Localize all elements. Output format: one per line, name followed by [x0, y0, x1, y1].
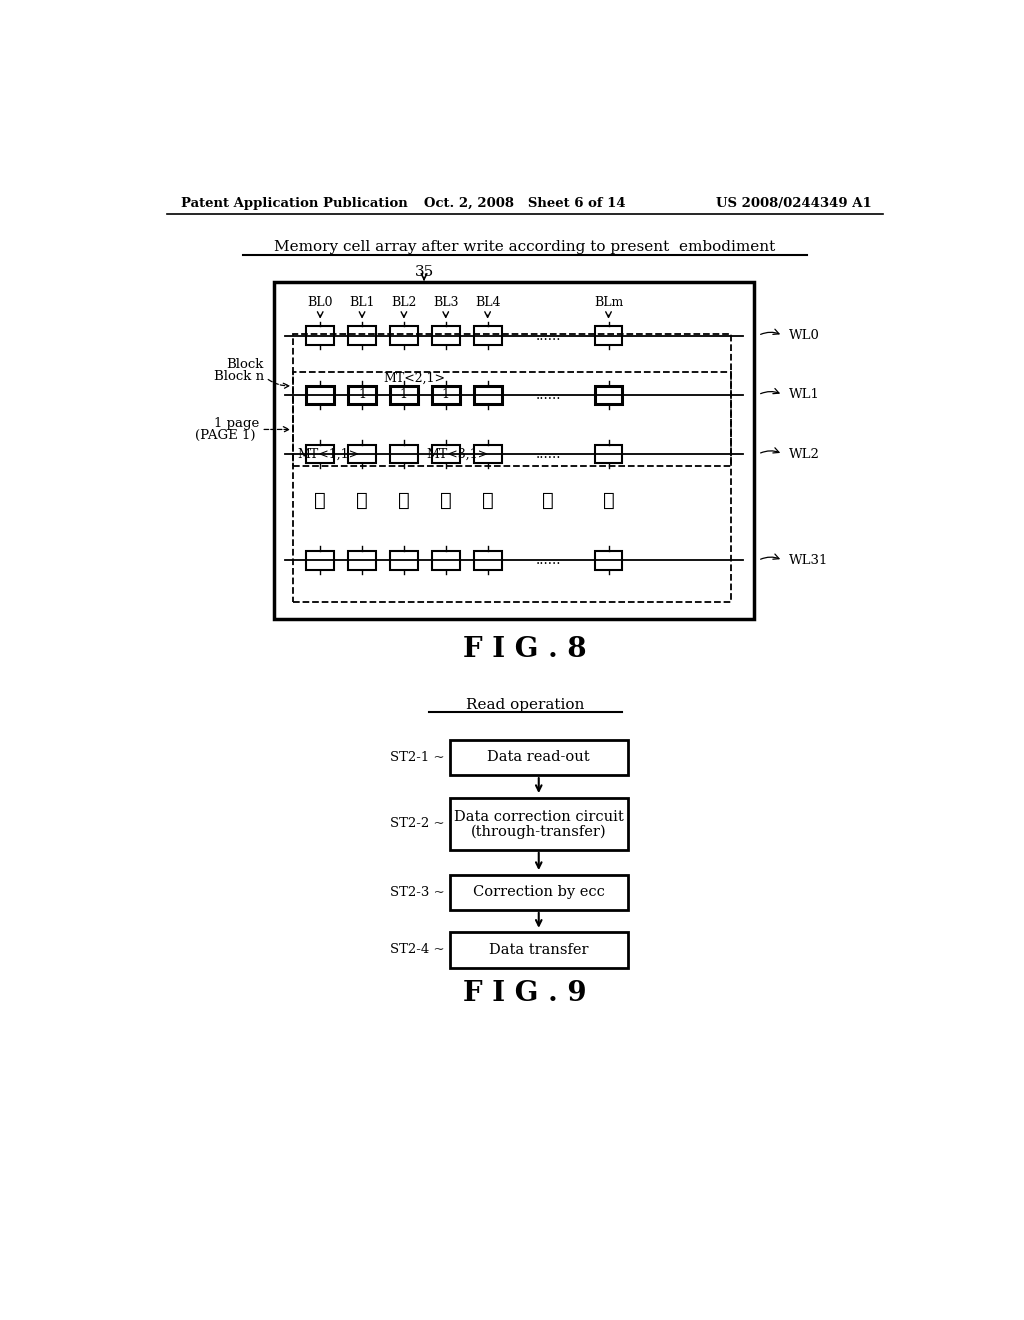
Bar — [306, 445, 334, 463]
Bar — [293, 334, 731, 602]
Bar — [474, 326, 502, 345]
Text: WL31: WL31 — [790, 554, 828, 566]
Bar — [293, 372, 731, 466]
Bar — [348, 385, 376, 404]
Text: Data read-out: Data read-out — [487, 751, 590, 764]
Text: ST2-2 ~: ST2-2 ~ — [390, 817, 445, 830]
Text: Memory cell array after write according to present  embodiment: Memory cell array after write according … — [274, 240, 775, 253]
Text: ⋮: ⋮ — [603, 492, 614, 510]
Bar — [432, 552, 460, 570]
Bar — [595, 385, 623, 404]
Text: Correction by ecc: Correction by ecc — [473, 886, 605, 899]
Text: BLm: BLm — [594, 296, 624, 309]
Bar — [306, 385, 334, 404]
Text: 1 page: 1 page — [214, 417, 260, 430]
Text: F I G . 8: F I G . 8 — [463, 636, 587, 663]
Bar — [432, 445, 460, 463]
Text: 1: 1 — [441, 388, 450, 401]
Text: WL0: WL0 — [790, 329, 820, 342]
Text: Data transfer: Data transfer — [489, 942, 589, 957]
Bar — [450, 932, 628, 968]
Bar — [348, 445, 376, 463]
Bar — [390, 445, 418, 463]
Text: ......: ...... — [536, 447, 561, 461]
Text: Oct. 2, 2008   Sheet 6 of 14: Oct. 2, 2008 Sheet 6 of 14 — [424, 197, 626, 210]
Text: (through-transfer): (through-transfer) — [471, 824, 606, 838]
Text: Data correction circuit: Data correction circuit — [454, 809, 624, 824]
Text: ......: ...... — [536, 388, 561, 401]
Text: ST2-1 ~: ST2-1 ~ — [390, 751, 445, 764]
Text: 1: 1 — [400, 388, 408, 401]
Text: MT<1,1>: MT<1,1> — [297, 447, 359, 461]
Text: ST2-4 ~: ST2-4 ~ — [390, 944, 445, 957]
Bar — [474, 445, 502, 463]
Bar — [595, 326, 623, 345]
Text: 1: 1 — [358, 388, 366, 401]
Bar — [390, 385, 418, 404]
Bar — [390, 326, 418, 345]
Bar — [595, 552, 623, 570]
Text: Patent Application Publication: Patent Application Publication — [180, 197, 408, 210]
Text: ⋮: ⋮ — [440, 492, 452, 510]
Text: ⋮: ⋮ — [481, 492, 494, 510]
Text: BL2: BL2 — [391, 296, 417, 309]
Text: ⋮: ⋮ — [398, 492, 410, 510]
Bar — [306, 326, 334, 345]
Text: ⋮: ⋮ — [542, 492, 554, 510]
Bar — [595, 445, 623, 463]
Text: ......: ...... — [536, 553, 561, 568]
Bar — [390, 552, 418, 570]
Text: (PAGE 1): (PAGE 1) — [196, 429, 256, 442]
Text: 35: 35 — [415, 265, 434, 280]
Text: US 2008/0244349 A1: US 2008/0244349 A1 — [716, 197, 872, 210]
Text: BL3: BL3 — [433, 296, 459, 309]
Text: Block n: Block n — [213, 370, 263, 383]
Bar — [273, 281, 755, 619]
Text: MT<3,1>: MT<3,1> — [426, 447, 488, 461]
Text: BL0: BL0 — [307, 296, 333, 309]
Bar — [432, 385, 460, 404]
Text: ST2-3 ~: ST2-3 ~ — [390, 886, 445, 899]
Bar — [450, 739, 628, 775]
Text: WL2: WL2 — [790, 447, 820, 461]
Text: Block: Block — [226, 358, 263, 371]
Text: BL1: BL1 — [349, 296, 375, 309]
Bar — [348, 326, 376, 345]
Text: BL4: BL4 — [475, 296, 501, 309]
Bar — [450, 797, 628, 850]
Bar — [474, 385, 502, 404]
Bar — [450, 874, 628, 909]
Text: Read operation: Read operation — [466, 698, 584, 711]
Text: ⋮: ⋮ — [356, 492, 368, 510]
Bar — [348, 552, 376, 570]
Bar — [306, 552, 334, 570]
Text: ⋮: ⋮ — [314, 492, 326, 510]
Text: WL1: WL1 — [790, 388, 820, 401]
Text: ......: ...... — [536, 329, 561, 342]
Text: MT<2,1>: MT<2,1> — [384, 372, 445, 385]
Bar — [474, 552, 502, 570]
Text: F I G . 9: F I G . 9 — [463, 981, 587, 1007]
Bar — [432, 326, 460, 345]
